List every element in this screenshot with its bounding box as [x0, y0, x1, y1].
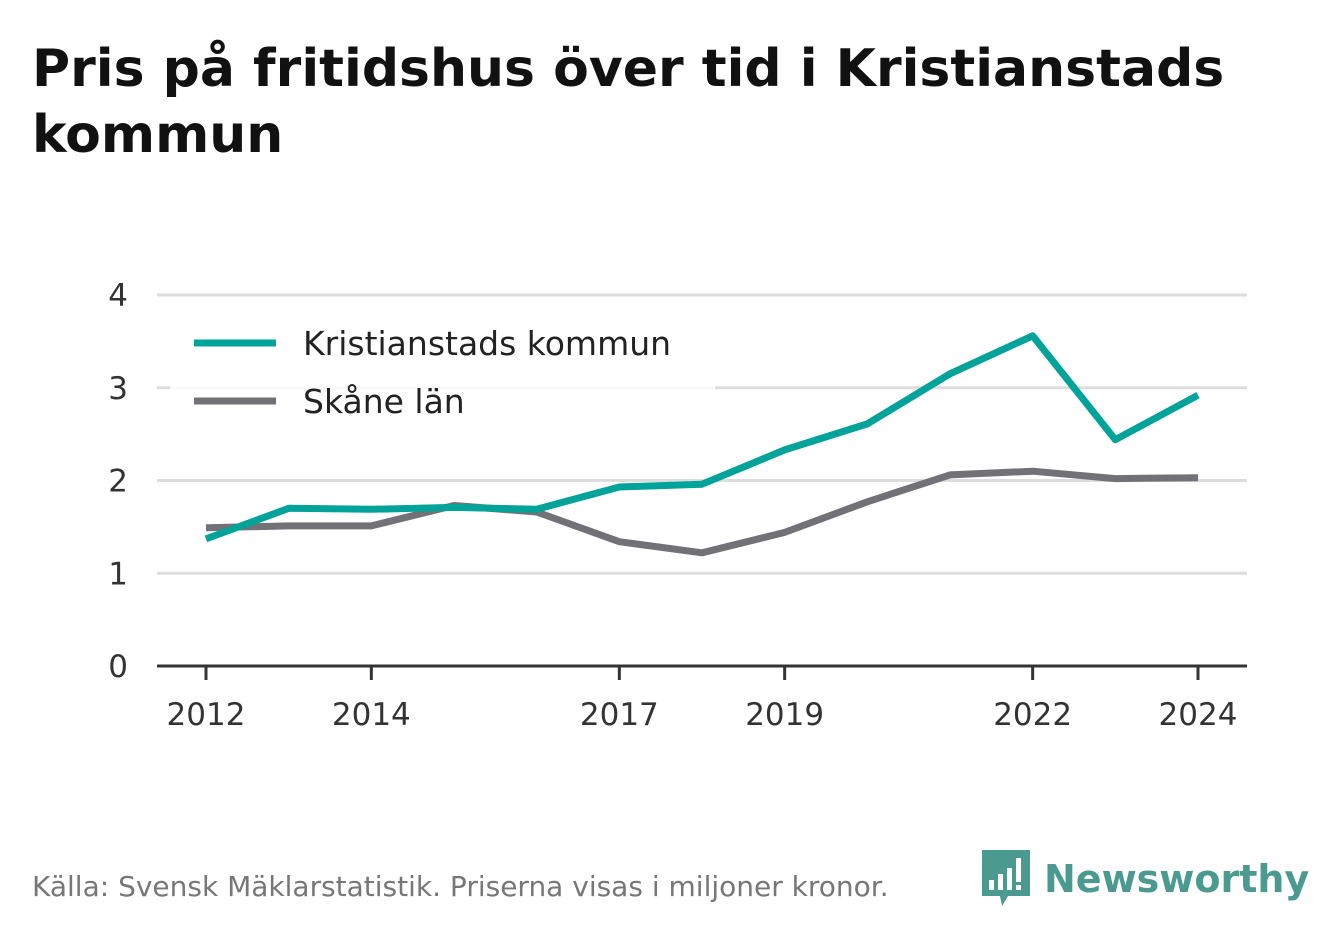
- line-chart: 0 1 2 3 4 2012 2014 2017 2019 2022 2024 Kristians…: [108, 278, 1247, 733]
- y-tick-label: 0: [108, 649, 128, 685]
- x-tick-label: 2019: [745, 697, 824, 733]
- y-tick-label: 4: [108, 278, 128, 314]
- legend-background: [170, 312, 715, 430]
- legend-label: Kristianstads kommun: [303, 324, 671, 363]
- series-line-kristianstads-kommun: [204, 332, 1200, 543]
- brand-name: Newsworthy: [1044, 857, 1310, 901]
- series-line-skane-lan: [205, 467, 1199, 557]
- chart-title: Pris på fritidshus över tid i Kristianst…: [32, 39, 1225, 165]
- y-axis-ticks: 0 1 2 3 4: [108, 278, 128, 685]
- x-axis: 2012 2014 2017 2019 2022 2024: [157, 664, 1247, 733]
- legend: Kristianstads kommun Skåne län: [170, 312, 715, 430]
- x-tick-label: 2012: [167, 697, 246, 733]
- source-note: Källa: Svensk Mäklarstatistik. Priserna …: [32, 870, 889, 903]
- x-tick-label: 2014: [332, 697, 411, 733]
- bar-chart-speech-bubble-icon: [982, 850, 1030, 906]
- y-tick-label: 2: [108, 464, 128, 500]
- series-lines: [204, 332, 1200, 557]
- legend-label: Skåne län: [303, 382, 465, 421]
- x-tick-label: 2017: [580, 697, 659, 733]
- x-tick-label: 2022: [993, 697, 1072, 733]
- brand-logo: Newsworthy: [982, 850, 1309, 908]
- x-tick-label: 2024: [1159, 697, 1238, 733]
- y-tick-label: 1: [108, 556, 128, 592]
- y-tick-label: 3: [108, 371, 128, 407]
